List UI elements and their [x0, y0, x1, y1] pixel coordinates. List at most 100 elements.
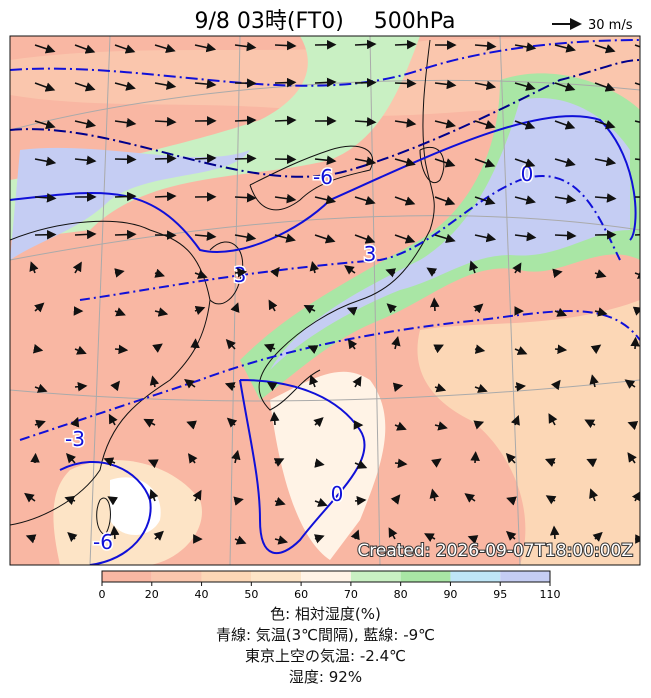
- wind-arrow: [354, 195, 376, 206]
- colorbar-segment: [400, 571, 451, 582]
- wind-arrow: [74, 119, 97, 129]
- wind-arrow: [392, 382, 404, 392]
- wind-arrow: [464, 493, 476, 503]
- wind-arrow: [273, 458, 285, 467]
- wind-arrow: [552, 268, 563, 279]
- wind-arrow: [589, 374, 599, 388]
- wind-arrow: [584, 419, 596, 429]
- wind-arrow: [631, 490, 640, 502]
- humidity-area: [10, 147, 250, 260]
- wind-arrow: [268, 299, 278, 312]
- wind-arrow: [594, 82, 616, 92]
- wind-arrow: [514, 120, 536, 130]
- wind-arrow: [473, 303, 484, 314]
- wind-arrow: [143, 418, 156, 428]
- wind-arrow: [434, 233, 456, 244]
- wind-arrow: [74, 229, 97, 240]
- wind-arrow: [313, 534, 325, 544]
- wind-arrow: [114, 81, 136, 91]
- colorbar-tick-label: 80: [394, 588, 408, 601]
- wind-arrow: [594, 307, 608, 317]
- contour-label: -6: [93, 530, 113, 554]
- wind-arrow: [114, 44, 136, 54]
- wind-arrow: [467, 535, 479, 545]
- wind-arrow: [549, 525, 560, 540]
- wind-arrow: [186, 420, 197, 430]
- wind-arrow: [314, 497, 328, 507]
- colorbar-tick-label: 90: [443, 588, 457, 601]
- wind-arrow: [230, 302, 240, 313]
- wind-arrow: [263, 343, 276, 353]
- wind-arrow: [303, 305, 316, 314]
- wind-arrow: [274, 535, 289, 545]
- wind-arrow: [313, 417, 324, 428]
- wind-arrow: [114, 229, 137, 240]
- title: 9/8 03時(FT0) 500hPa: [195, 9, 456, 34]
- wind-arrow: [103, 457, 116, 467]
- wind-arrow: [394, 421, 407, 431]
- contour-label: 0: [521, 162, 534, 186]
- wind-arrow: [473, 420, 485, 430]
- wind-arrow: [474, 344, 486, 354]
- caption: 色: 相対湿度(%): [270, 605, 381, 623]
- wind-arrow: [309, 374, 319, 388]
- wind-arrow: [514, 158, 536, 168]
- humidity-area: [110, 477, 161, 535]
- wind-arrow: [586, 458, 598, 468]
- wind-arrow: [194, 79, 217, 89]
- contour-labels: -6 3 3 0 -3 0 -6: [64, 161, 535, 556]
- wind-arrow: [67, 532, 78, 542]
- wind-arrow: [506, 496, 517, 506]
- wind-arrow: [354, 77, 377, 88]
- wind-arrow: [390, 494, 401, 505]
- wind-arrow: [394, 118, 417, 128]
- wind-arrow: [307, 345, 319, 355]
- wind-legend-label: 30 m/s: [588, 18, 633, 33]
- wind-arrow: [314, 77, 337, 88]
- wind-arrow: [354, 39, 377, 50]
- wind-arrow: [634, 44, 640, 48]
- wind-arrow: [590, 344, 602, 355]
- wind-arrow: [350, 529, 360, 541]
- wind-arrow: [187, 453, 198, 464]
- wind-arrow: [391, 335, 401, 350]
- wind-arrow: [225, 339, 236, 350]
- map-frame: [9, 35, 641, 566]
- wind-arrow: [153, 530, 164, 541]
- wind-arrow: [266, 381, 278, 392]
- wind-arrow: [65, 453, 76, 464]
- wind-arrow: [594, 193, 617, 203]
- wind-arrow: [234, 192, 257, 203]
- wind-arrow: [194, 269, 208, 279]
- wind-arrow: [354, 156, 377, 166]
- created-stamp: Created: 2026-09-07T18:00:00Z: [357, 541, 633, 561]
- wind-arrow: [234, 115, 257, 126]
- title-level: 500hPa: [374, 9, 456, 34]
- wind-arrow: [184, 378, 196, 389]
- wind-arrow: [627, 452, 637, 464]
- colorbar-tick-label: 60: [294, 588, 308, 601]
- wind-arrow: [394, 458, 408, 469]
- wind-arrow: [154, 80, 177, 90]
- wind-arrow: [147, 459, 159, 469]
- humidity-area: [270, 371, 386, 560]
- wind-arrow: [394, 234, 416, 244]
- colorbar-segment: [350, 571, 401, 582]
- wind-arrow: [434, 196, 456, 206]
- wind-arrow: [394, 39, 417, 50]
- caption: 東京上空の気温: -2.4℃: [245, 647, 406, 665]
- colorbar-tick-label: 40: [195, 588, 209, 601]
- colorbar-tick-label: 50: [244, 588, 258, 601]
- wind-arrow: [394, 157, 416, 167]
- colorbar-frame: [101, 570, 551, 583]
- wind-arrow: [514, 195, 536, 205]
- wind-arrow: [554, 194, 577, 204]
- wind-arrow: [114, 117, 137, 128]
- wind-arrow: [194, 42, 217, 53]
- colorbar-segment: [450, 571, 501, 582]
- wind-arrow: [434, 79, 457, 90]
- wind-arrow: [352, 376, 362, 388]
- wind-arrow: [70, 416, 80, 428]
